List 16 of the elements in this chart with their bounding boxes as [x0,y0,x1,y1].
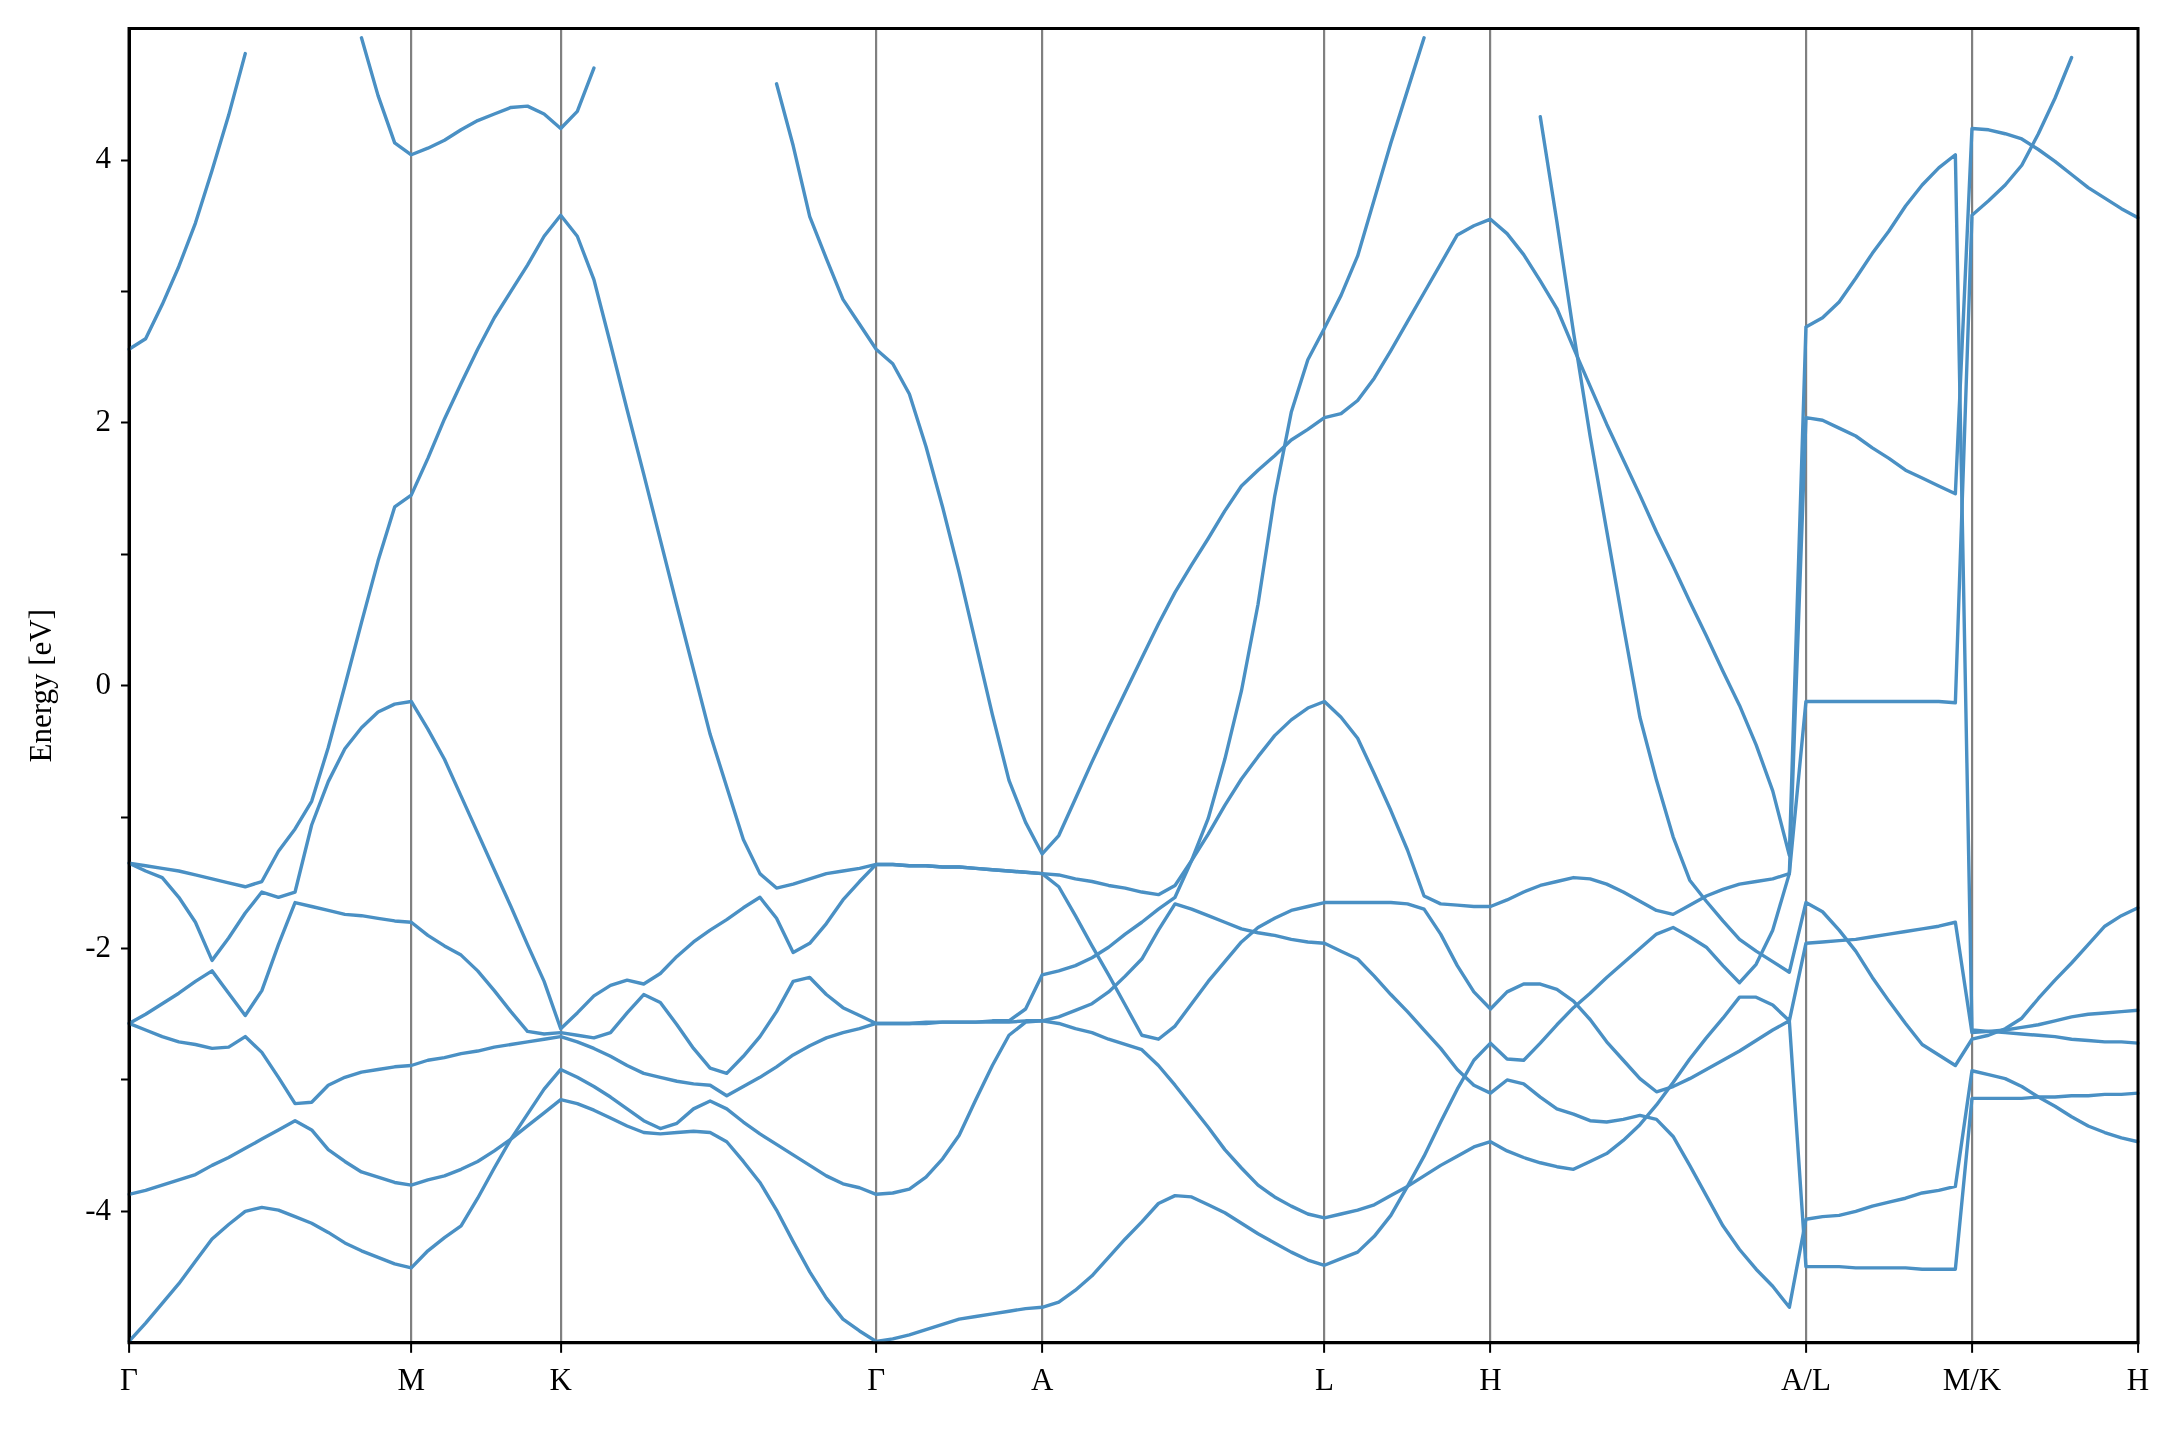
x-tick-label: L [1314,1361,1334,1397]
x-tick-label: H [1479,1361,1502,1397]
x-tick-label: M [397,1361,426,1397]
y-tick-label: 2 [95,403,112,438]
x-tick-label: K [549,1361,573,1397]
y-tick-label: 0 [95,665,112,701]
y-tick-label: -4 [85,1191,112,1227]
x-tick-label: M/K [1942,1361,2002,1397]
y-axis-title: Energy [eV] [22,608,58,763]
x-tick-label: A [1031,1361,1054,1397]
x-tick-label: A/L [1780,1361,1831,1397]
x-tick-label: H [2126,1361,2150,1397]
x-tick-label: Γ [120,1361,138,1397]
y-tick-label: 4 [95,140,112,176]
x-tick-label: Γ [867,1361,886,1397]
y-tick-label: -2 [85,928,112,964]
